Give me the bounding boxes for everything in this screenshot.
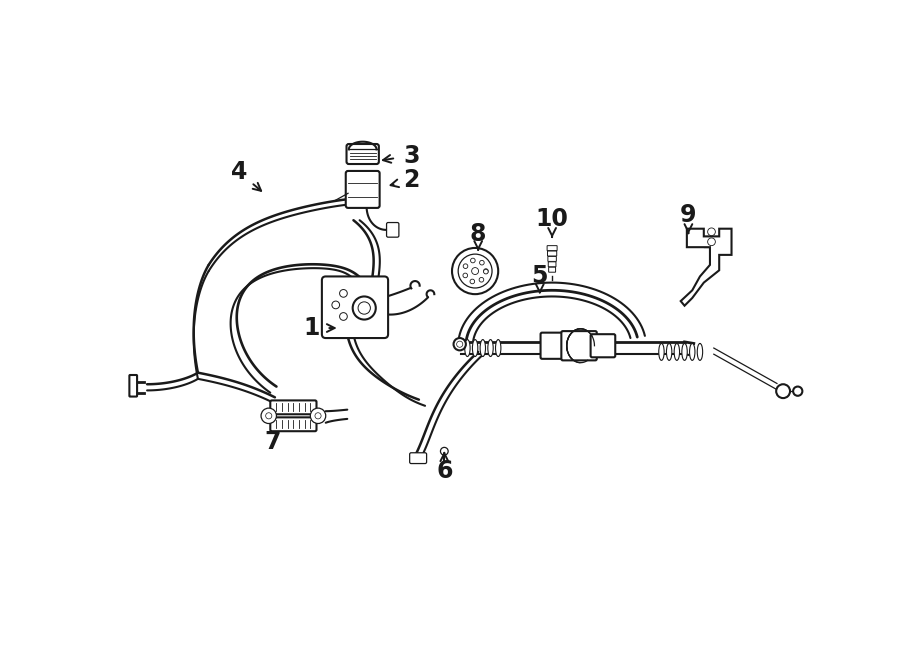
FancyBboxPatch shape	[387, 223, 399, 237]
FancyBboxPatch shape	[541, 332, 567, 359]
Circle shape	[483, 269, 488, 274]
Ellipse shape	[667, 344, 671, 360]
Circle shape	[707, 238, 716, 246]
Circle shape	[266, 412, 272, 419]
FancyBboxPatch shape	[130, 375, 137, 397]
Ellipse shape	[689, 344, 695, 360]
Polygon shape	[680, 229, 732, 305]
FancyBboxPatch shape	[346, 144, 379, 164]
Circle shape	[707, 228, 716, 235]
Ellipse shape	[488, 340, 493, 356]
Circle shape	[479, 278, 484, 282]
Circle shape	[353, 297, 376, 319]
Ellipse shape	[674, 344, 680, 360]
Circle shape	[339, 290, 347, 297]
Ellipse shape	[464, 340, 470, 356]
Circle shape	[472, 268, 479, 274]
Circle shape	[470, 279, 474, 284]
Circle shape	[315, 412, 321, 419]
Ellipse shape	[682, 344, 688, 360]
Circle shape	[452, 248, 499, 294]
Text: 6: 6	[436, 459, 453, 483]
FancyBboxPatch shape	[590, 334, 616, 358]
Circle shape	[440, 447, 448, 455]
Circle shape	[793, 387, 803, 396]
Ellipse shape	[659, 344, 664, 360]
Circle shape	[261, 408, 276, 424]
FancyBboxPatch shape	[547, 251, 557, 256]
Circle shape	[358, 302, 371, 314]
Text: 5: 5	[532, 264, 548, 288]
Text: 7: 7	[265, 430, 281, 454]
Text: 1: 1	[303, 316, 320, 340]
Ellipse shape	[698, 344, 703, 360]
Circle shape	[464, 264, 468, 268]
FancyBboxPatch shape	[270, 417, 317, 431]
Text: 3: 3	[403, 143, 419, 167]
Text: 8: 8	[470, 222, 486, 246]
Circle shape	[310, 408, 326, 424]
Circle shape	[458, 254, 492, 288]
Circle shape	[480, 260, 484, 265]
Text: 4: 4	[231, 161, 248, 184]
Text: 9: 9	[680, 203, 697, 227]
Circle shape	[471, 258, 475, 263]
Circle shape	[456, 341, 463, 347]
Text: 2: 2	[403, 168, 419, 192]
FancyBboxPatch shape	[548, 256, 556, 261]
FancyBboxPatch shape	[346, 171, 380, 208]
FancyBboxPatch shape	[562, 331, 597, 360]
Circle shape	[776, 384, 790, 398]
FancyBboxPatch shape	[410, 453, 427, 463]
FancyBboxPatch shape	[547, 246, 557, 251]
Ellipse shape	[472, 340, 478, 356]
Circle shape	[463, 273, 468, 278]
FancyBboxPatch shape	[549, 267, 555, 272]
Text: 10: 10	[536, 207, 569, 231]
Circle shape	[339, 313, 347, 321]
FancyBboxPatch shape	[270, 401, 317, 414]
Ellipse shape	[496, 340, 501, 356]
Circle shape	[483, 269, 488, 274]
FancyBboxPatch shape	[548, 262, 556, 267]
Ellipse shape	[480, 340, 485, 356]
Circle shape	[332, 301, 339, 309]
Circle shape	[454, 338, 466, 350]
FancyBboxPatch shape	[322, 276, 388, 338]
